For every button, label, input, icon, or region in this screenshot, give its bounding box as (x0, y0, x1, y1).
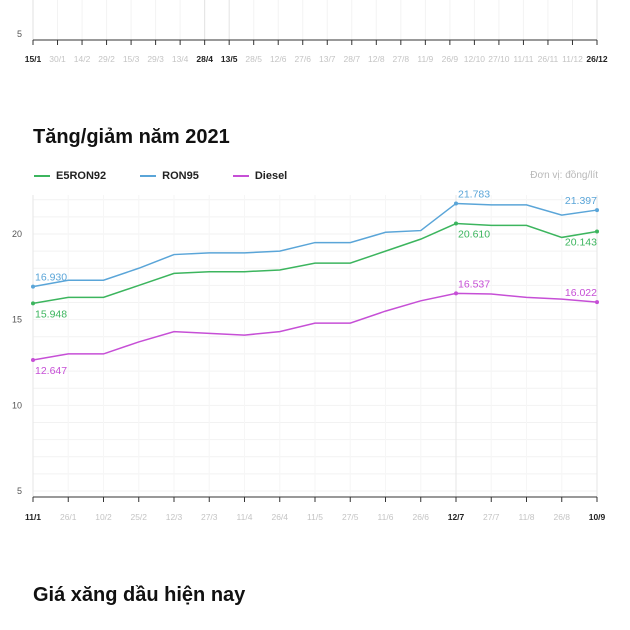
legend-label-ron95: RON95 (162, 170, 199, 182)
legend-swatch-e5ron92 (34, 175, 50, 177)
data-label: 16.930 (35, 272, 67, 284)
y-tick-label: 5 (17, 486, 22, 496)
data-point-e5ron92 (595, 229, 599, 234)
top-x-tick-label: 13/5 (221, 54, 238, 64)
x-tick-label: 27/3 (201, 512, 218, 522)
x-tick-label: 11/5 (307, 512, 323, 522)
x-tick-label: 12/7 (448, 512, 465, 522)
top-x-tick-label: 28/4 (196, 54, 213, 64)
legend-item-e5ron92: E5RON92 (34, 170, 106, 182)
data-label: 16.537 (458, 278, 490, 290)
x-tick-label: 11/1 (25, 512, 41, 522)
top-x-tick-label: 27/6 (294, 54, 311, 64)
x-tick-label: 11/6 (378, 512, 394, 522)
legend-swatch-diesel (232, 175, 249, 177)
data-label: 20.143 (565, 237, 597, 249)
x-tick-label: 11/4 (237, 512, 253, 522)
x-tick-label: 27/5 (342, 512, 359, 522)
data-label: 12.647 (35, 365, 67, 377)
data-point-diesel (454, 291, 458, 296)
legend-label-e5ron92: E5RON92 (56, 170, 107, 182)
previous-year-chart-fragment: 5 15/1 30/1 14/2 29/2 15/3 29/3 13/4 28/4 13/5 28/… (17, 0, 608, 64)
legend-item-diesel: Diesel (232, 170, 288, 182)
data-point-diesel (31, 357, 35, 362)
data-point-ron95 (595, 208, 599, 213)
data-label: 20.610 (458, 229, 490, 241)
chart-legend: E5RON92 RON95 Diesel (34, 170, 287, 182)
top-x-tick-label: 30/1 (49, 54, 66, 64)
x-tick-label: 10/9 (589, 512, 606, 522)
top-x-tick-label: 27/10 (488, 54, 510, 64)
data-label: 16.022 (565, 287, 597, 299)
data-point-diesel (595, 300, 599, 305)
data-label: 21.783 (458, 188, 490, 200)
x-tick-label: 27/7 (483, 512, 500, 522)
data-label: 15.948 (35, 308, 67, 320)
x-tick-label: 11/8 (519, 512, 535, 522)
legend-swatch-ron95 (140, 175, 157, 177)
series-line-e5ron92 (32, 222, 598, 305)
top-x-tick-label: 29/2 (98, 54, 115, 64)
top-x-tick-label: 11/9 (417, 54, 433, 64)
x-tick-label: 25/2 (130, 512, 147, 522)
top-x-tick-label: 26/9 (442, 54, 459, 64)
top-x-tick-label: 28/7 (344, 54, 361, 64)
unit-label: Đơn vị: đồng/lít (530, 170, 598, 181)
x-tick-label: 26/8 (553, 512, 570, 522)
data-point-e5ron92 (454, 221, 458, 226)
section-title: Tăng/giảm năm 2021 (33, 126, 230, 148)
data-label: 21.397 (565, 195, 597, 207)
top-y-tick-label: 5 (17, 29, 22, 39)
x-tick-label: 10/2 (95, 512, 112, 522)
legend-label-diesel: Diesel (254, 170, 288, 182)
x-tick-label: 26/1 (60, 512, 77, 522)
top-x-tick-label: 14/2 (74, 54, 91, 64)
legend-item-ron95: RON95 (140, 170, 199, 182)
top-x-tick-label: 27/8 (393, 54, 410, 64)
top-x-tick-label: 15/1 (25, 54, 42, 64)
top-x-tick-label: 11/11 (513, 54, 533, 64)
fuel-price-line-chart: 5 10 15 20 11/1 26/1 10/2 25/2 12/3 27/3 11/4 26/4 1… (12, 188, 606, 522)
top-x-tick-label: 13/7 (319, 54, 336, 64)
series-line-ron95 (32, 202, 598, 288)
y-tick-label: 20 (12, 229, 22, 239)
top-x-tick-label: 12/10 (464, 54, 486, 64)
y-tick-label: 10 (12, 400, 22, 410)
x-tick-label: 26/4 (271, 512, 288, 522)
top-x-tick-label: 12/6 (270, 54, 287, 64)
top-x-tick-label: 15/3 (123, 54, 140, 64)
data-point-ron95 (31, 284, 35, 289)
top-x-tick-label: 26/12 (586, 54, 608, 64)
top-x-tick-label: 26/11 (538, 54, 559, 64)
y-tick-label: 15 (12, 315, 22, 325)
top-x-tick-label: 29/3 (147, 54, 164, 64)
top-x-tick-label: 12/8 (368, 54, 385, 64)
footer-title: Giá xăng dầu hiện nay (33, 584, 246, 606)
data-point-ron95 (454, 201, 458, 206)
top-x-tick-label: 13/4 (172, 54, 189, 64)
data-point-e5ron92 (31, 301, 35, 306)
x-tick-label: 26/6 (412, 512, 429, 522)
series-line-diesel (32, 292, 598, 361)
x-tick-label: 12/3 (166, 512, 183, 522)
top-x-tick-label: 11/12 (562, 54, 583, 64)
top-x-tick-label: 28/5 (245, 54, 262, 64)
